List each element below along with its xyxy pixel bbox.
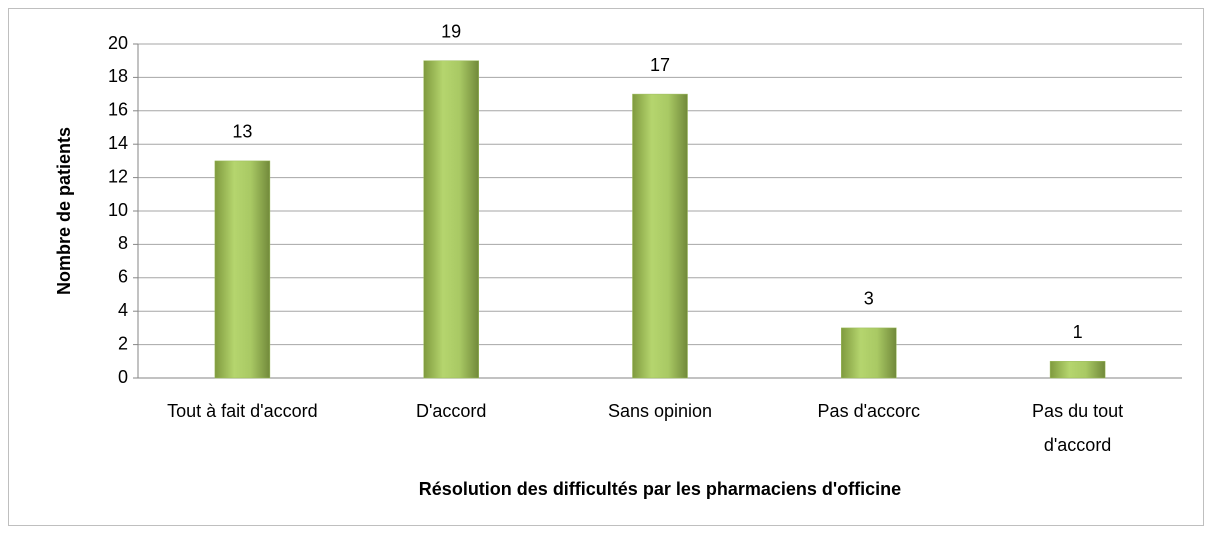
x-tick-label: D'accord — [416, 401, 486, 421]
y-axis-label: Nombre de patients — [54, 127, 74, 295]
y-tick-label: 0 — [118, 367, 128, 387]
x-tick-label: Sans opinion — [608, 401, 712, 421]
value-label: 1 — [1073, 322, 1083, 342]
chart-frame — [8, 8, 1204, 526]
y-tick-label: 6 — [118, 267, 128, 287]
value-label: 17 — [650, 55, 670, 75]
y-tick-label: 12 — [108, 166, 128, 186]
value-label: 3 — [864, 289, 874, 309]
y-tick-label: 20 — [108, 33, 128, 53]
bar — [214, 160, 271, 379]
y-tick-label: 4 — [118, 300, 128, 320]
x-tick-label: Pas d'accorc — [818, 401, 920, 421]
y-tick-label: 16 — [108, 100, 128, 120]
value-label: 13 — [232, 122, 252, 142]
x-tick-label: Tout à fait d'accord — [167, 401, 318, 421]
y-tick-label: 8 — [118, 233, 128, 253]
y-tick-label: 18 — [108, 66, 128, 86]
x-tick-label: Pas du tout d'accord — [1032, 401, 1123, 455]
y-tick-label: 14 — [108, 133, 128, 153]
bar — [632, 93, 688, 379]
x-axis-label: Résolution des difficultés par les pharm… — [419, 479, 901, 499]
bar — [423, 60, 479, 379]
y-tick-label: 2 — [118, 333, 128, 353]
bar — [1049, 361, 1106, 379]
bar — [841, 327, 897, 379]
value-label: 19 — [441, 21, 461, 41]
y-tick-label: 10 — [108, 200, 128, 220]
